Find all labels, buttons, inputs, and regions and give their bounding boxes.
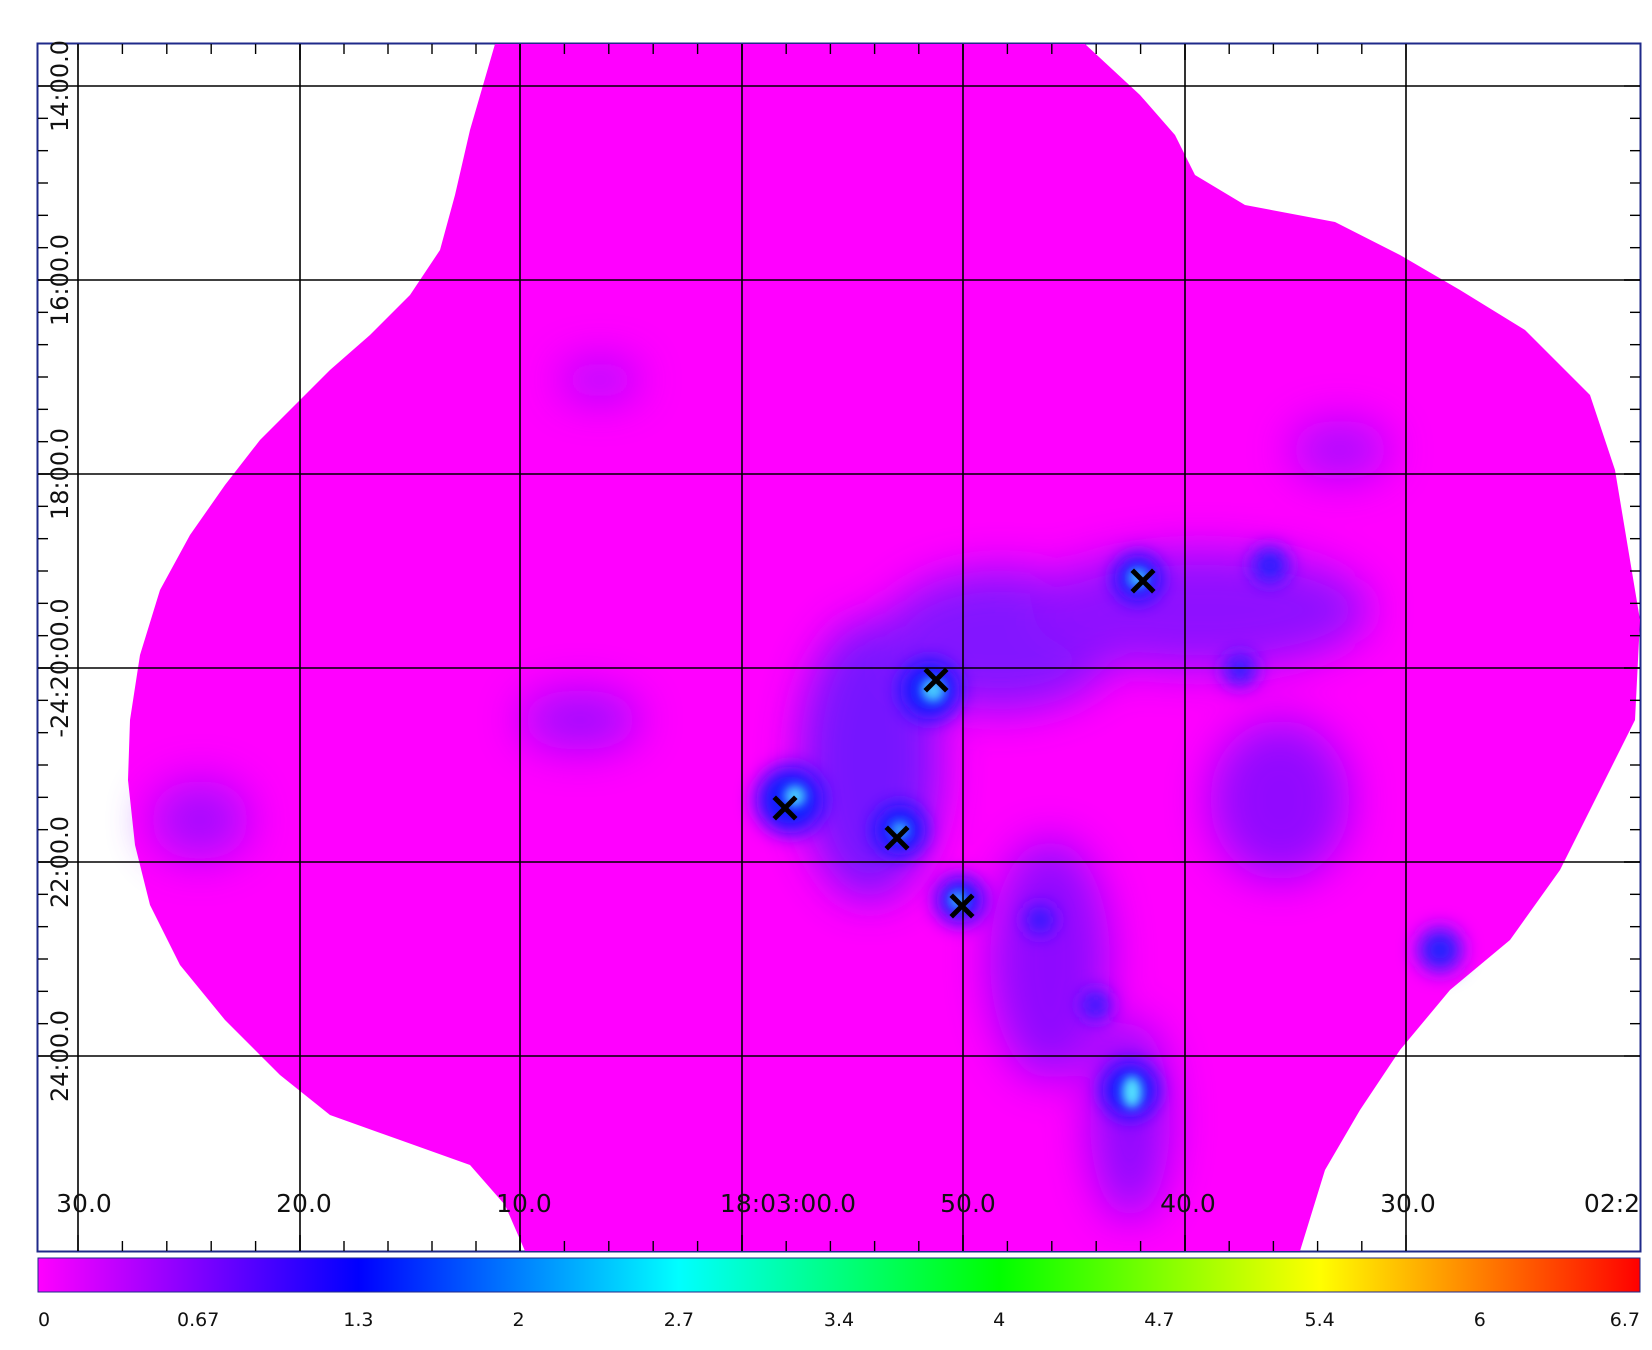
colorbar-tick-label: 4 (993, 1309, 1005, 1331)
colorbar-tick-label: 0 (38, 1309, 50, 1331)
axis-ticks (38, 44, 1640, 1251)
colorbar-tick-label: 2.7 (664, 1309, 694, 1331)
source-marker-x (923, 667, 949, 693)
x-tick-labels: 30.0 20.0 10.0 18:03:00.0 50.0 40.0 30.0 02:2 (56, 1189, 1640, 1218)
x-tick-label: 40.0 (1160, 1189, 1216, 1218)
x-tick-label: 50.0 (940, 1189, 996, 1218)
y-tick-label: 14:00.0 (46, 40, 74, 132)
colorbar-tick-label: 6 (1474, 1309, 1486, 1331)
coordinate-grid (38, 44, 1640, 1251)
colorbar-tick-labels: 0 0.67 1.3 2 2.7 3.4 4 4.7 5.4 6 6.7 (38, 1309, 1640, 1331)
colorbar-tick-label: 6.7 (1610, 1309, 1640, 1331)
source-markers (772, 568, 1156, 919)
source-marker-x (1130, 568, 1156, 594)
colorbar-tick-label: 3.4 (824, 1309, 854, 1331)
y-tick-label: -24:20:00.0 (46, 598, 74, 737)
x-tick-label: 20.0 (276, 1189, 332, 1218)
y-tick-label: 16:00.0 (46, 234, 74, 326)
source-marker-x (772, 795, 798, 821)
colorbar-tick-label: 1.3 (343, 1309, 373, 1331)
y-tick-label: 22:00.0 (46, 816, 74, 908)
source-marker-x (949, 893, 975, 919)
colorbar-tick-label: 2 (513, 1309, 525, 1331)
y-tick-label: 24:00.0 (46, 1010, 74, 1102)
x-tick-label: 10.0 (496, 1189, 552, 1218)
colorbar-tick-label: 5.4 (1304, 1309, 1334, 1331)
colorbar-tick-label: 4.7 (1144, 1309, 1174, 1331)
y-tick-label: 18:00.0 (46, 428, 74, 520)
source-marker-x (884, 825, 910, 851)
x-tick-label: 30.0 (56, 1189, 112, 1218)
x-tick-label: 18:03:00.0 (720, 1189, 856, 1218)
x-tick-label: 30.0 (1380, 1189, 1436, 1218)
y-tick-labels: 14:00.0 16:00.0 18:00.0 -24:20:00.0 22:00.0 2… (46, 40, 74, 1102)
colorbar-tick-label: 0.67 (177, 1309, 219, 1331)
x-tick-label: 02:2 (1584, 1189, 1640, 1218)
colorbar (37, 1257, 1641, 1293)
